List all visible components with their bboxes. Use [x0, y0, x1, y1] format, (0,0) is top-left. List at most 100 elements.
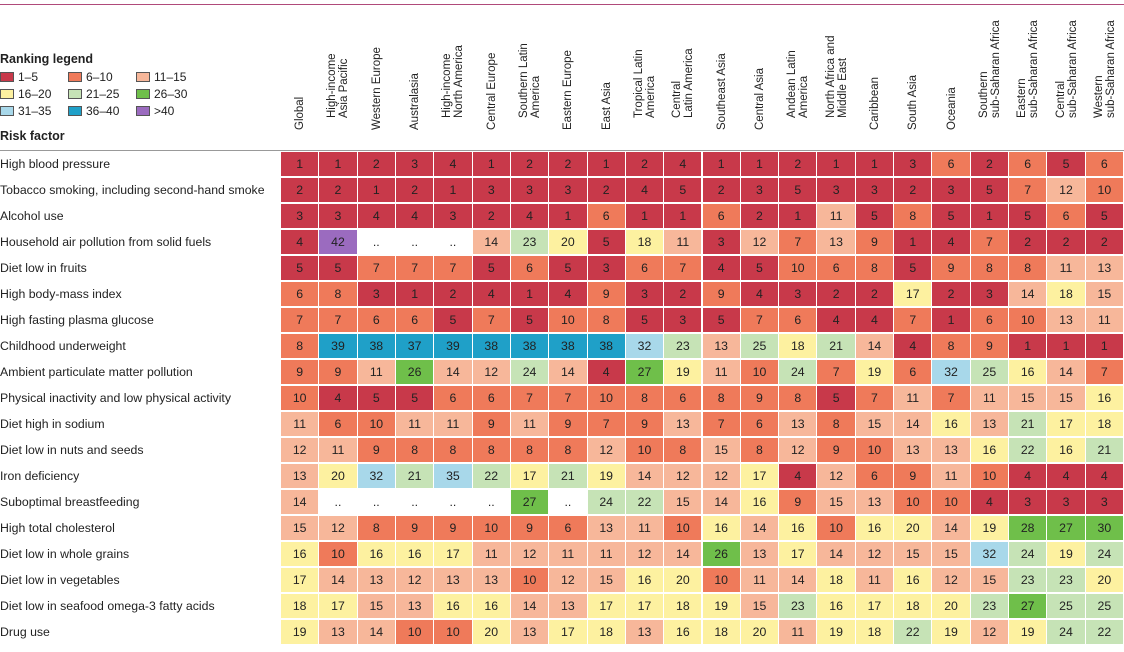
- rank-cell: 4: [434, 152, 473, 177]
- risk-factor-label: Suboptimal breastfeeding: [0, 495, 140, 509]
- rank-cell: 19: [664, 360, 703, 385]
- rank-cell: 10: [549, 308, 588, 333]
- top-rule: [0, 4, 1124, 5]
- rank-cell: 15: [357, 594, 396, 619]
- rank-cell: 4: [319, 386, 358, 411]
- rank-cell: 20: [1085, 568, 1124, 593]
- rank-cell: 10: [625, 438, 665, 463]
- rank-cell: 11: [395, 412, 435, 437]
- rank-cell: 14: [434, 360, 473, 385]
- rank-cell: 10: [587, 386, 626, 411]
- rank-cell: 2: [664, 282, 703, 307]
- rank-cell: 11: [549, 542, 588, 567]
- rank-cell: 7: [1085, 360, 1124, 385]
- rank-cell: 5: [1047, 152, 1086, 177]
- rank-cell: 3: [817, 178, 856, 203]
- rank-cell: 2: [740, 204, 780, 229]
- rank-cell: 19: [702, 594, 741, 619]
- rank-cell: 19: [817, 620, 856, 645]
- legend-item: 36–40: [68, 103, 136, 118]
- rank-cell: 5: [855, 204, 895, 229]
- rank-cell: 1: [1047, 334, 1086, 359]
- rank-cell: 15: [932, 542, 971, 567]
- rank-cell: 4: [932, 230, 971, 255]
- legend-label: 16–20: [18, 86, 52, 101]
- rank-cell: 4: [357, 204, 396, 229]
- rank-cell: 24: [1085, 542, 1124, 567]
- rank-cell: 30: [1085, 516, 1124, 541]
- table-row: Drug use 19 13 14 10 10 20 13 17 18 13 16 18 20 11 19 18…: [0, 620, 1124, 645]
- legend-label: 1–5: [18, 69, 39, 84]
- rank-cell: 21: [549, 464, 588, 489]
- rank-cell: 6: [855, 464, 895, 489]
- rank-cell: 13: [1085, 256, 1124, 281]
- rank-cell: 3: [702, 230, 741, 255]
- table-row: Diet high in sodium 11 6 10 11 11 9 11 9 7 9 13 7 6 13…: [0, 412, 1124, 437]
- legend-swatch: [68, 71, 82, 82]
- rank-cell: 1: [395, 282, 435, 307]
- rank-cell: 2: [1085, 230, 1124, 255]
- rank-cell: 4: [664, 152, 703, 177]
- rank-cell: 21: [1085, 438, 1124, 463]
- rank-cell: 2: [434, 282, 473, 307]
- rank-cell: 35: [434, 464, 473, 489]
- legend-swatch: [0, 105, 14, 116]
- rank-cell: 12: [472, 360, 511, 385]
- rank-cell: 14: [702, 490, 741, 515]
- column-header-label: High-income North America: [441, 45, 466, 118]
- rank-cell: 18: [894, 594, 933, 619]
- rank-cell: 15: [817, 490, 856, 515]
- rank-cell: 7: [434, 256, 473, 281]
- rank-cell: 6: [702, 204, 741, 229]
- rank-cell: 7: [894, 308, 933, 333]
- rank-cell: 13: [970, 412, 1010, 437]
- rank-cell: 17: [779, 542, 818, 567]
- rank-cell: 38: [472, 334, 511, 359]
- rank-cell: 13: [472, 568, 511, 593]
- rank-cell: 13: [932, 438, 971, 463]
- rank-cell: 13: [281, 464, 320, 489]
- column-header-label: Andean Latin America: [786, 50, 811, 118]
- rank-cell: 19: [1047, 542, 1086, 567]
- rank-cell: 1: [740, 152, 780, 177]
- rank-cell: 2: [395, 178, 435, 203]
- rank-cell: 10: [664, 516, 703, 541]
- rank-cell: ..: [357, 230, 396, 255]
- rank-cell: 7: [664, 256, 703, 281]
- rank-cell: 23: [1047, 568, 1086, 593]
- legend-label: 31–35: [18, 103, 52, 118]
- column-header-label: Western sub-Saharan Africa: [1092, 20, 1117, 118]
- rank-cell: 9: [970, 334, 1010, 359]
- column-header: Australasia: [396, 40, 434, 144]
- risk-factor-label: Diet low in seafood omega-3 fatty acids: [0, 599, 215, 613]
- rank-cell: ..: [472, 490, 511, 515]
- rank-cell: 9: [855, 230, 895, 255]
- rank-cell: 13: [702, 334, 741, 359]
- rank-cell: 12: [281, 438, 320, 463]
- table-row: Suboptimal breastfeeding 14.......... 27..…: [0, 490, 1124, 515]
- table-row: High blood pressure 1 1 2 3 4 1 2 2 1 2 4 1 1 2 1 1 3 6 2 6 5…: [0, 152, 1124, 177]
- rank-cell: 4: [395, 204, 435, 229]
- column-header: Western Europe: [358, 40, 396, 144]
- rank-cell: 4: [1047, 464, 1086, 489]
- rank-cell: 3: [1047, 490, 1086, 515]
- rank-cell: 6: [1009, 152, 1048, 177]
- rank-cell: 14: [281, 490, 320, 515]
- rank-cell: 14: [932, 516, 971, 541]
- rank-cell: 25: [970, 360, 1010, 385]
- rank-cell: 4: [702, 256, 741, 281]
- rank-cell: 13: [319, 620, 358, 645]
- rank-cell: 9: [779, 490, 818, 515]
- rank-cell: 8: [395, 438, 435, 463]
- rank-cell: 11: [740, 568, 780, 593]
- rank-cell: 3: [664, 308, 703, 333]
- rank-cell: 5: [357, 386, 396, 411]
- rank-cell: 14: [472, 230, 511, 255]
- rank-cell: 2: [1009, 230, 1048, 255]
- rank-cell: 1: [625, 204, 665, 229]
- rank-cell: 14: [549, 360, 588, 385]
- rank-cell: 17: [434, 542, 473, 567]
- rank-cell: 26: [395, 360, 435, 385]
- rank-cell: 9: [587, 282, 626, 307]
- rank-cell: 23: [970, 594, 1010, 619]
